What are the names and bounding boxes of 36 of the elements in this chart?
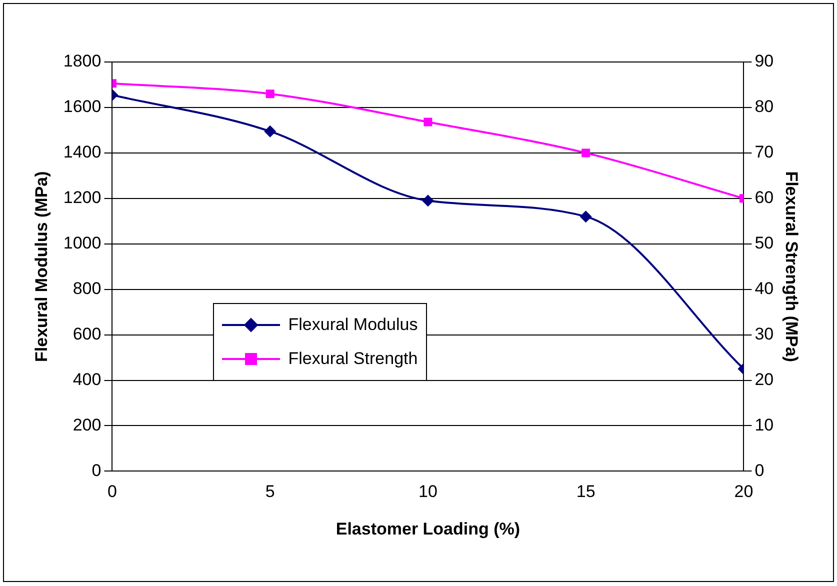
x-tick-label: 10 — [418, 482, 438, 502]
x-axis-title: Elastomer Loading (%) — [336, 519, 520, 538]
y-tick-label: 1400 — [63, 142, 102, 162]
point — [582, 148, 590, 158]
point — [266, 90, 274, 98]
x-tick-label: 20 — [734, 482, 754, 502]
y-tick-label: 1800 — [63, 52, 102, 71]
x-tick-label: 0 — [107, 482, 117, 502]
y2-tick-label: 30 — [754, 324, 774, 344]
y-tick-label: 0 — [92, 460, 102, 480]
y-tick-label: 600 — [72, 324, 102, 344]
y2-tick-label: 40 — [754, 279, 774, 298]
y2-tick-label: 20 — [754, 370, 774, 389]
y-tick-label: 400 — [72, 370, 102, 389]
legend-label: Flexural Strength — [288, 349, 418, 370]
y-tick-label: 800 — [72, 279, 102, 298]
y2-tick-label: 60 — [754, 188, 774, 208]
point — [264, 125, 276, 138]
y2-tick-label: 90 — [754, 52, 774, 71]
y-axis-title: Flexural Modulus (MPa) — [32, 171, 51, 362]
y2-tick-label: 0 — [754, 460, 764, 480]
y2-tick-label: 80 — [754, 97, 774, 116]
x-tick-label: 5 — [265, 482, 275, 502]
y2-tick-label: 10 — [754, 415, 774, 434]
point — [424, 118, 432, 126]
y-tick-label: 1000 — [63, 234, 102, 253]
point — [580, 210, 592, 223]
y2-axis-title: Flexural Strength (MPa) — [782, 171, 802, 362]
y-tick-label: 1600 — [63, 97, 102, 116]
y-tick-label: 200 — [72, 415, 102, 434]
y-tick-label: 1200 — [63, 188, 102, 208]
legend-label: Flexural Modulus — [288, 315, 418, 336]
x-tick-label: 15 — [576, 482, 596, 502]
y2-tick-label: 50 — [754, 234, 774, 253]
point — [422, 194, 434, 207]
y2-tick-label: 70 — [754, 142, 774, 162]
